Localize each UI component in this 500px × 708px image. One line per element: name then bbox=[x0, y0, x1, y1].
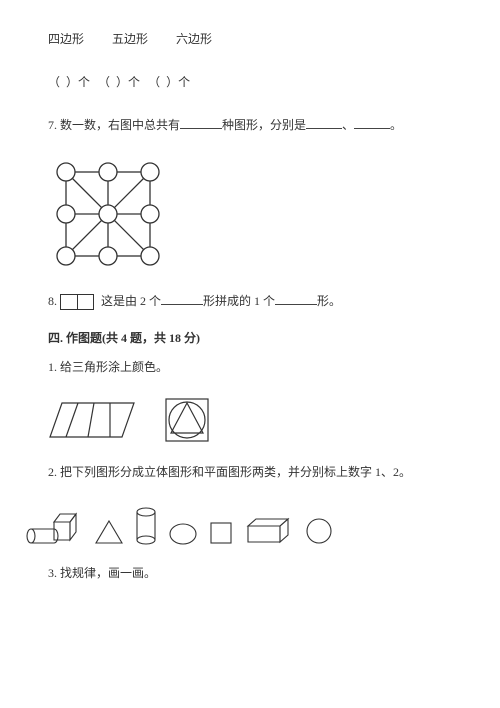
cuboid-icon bbox=[244, 516, 294, 546]
parallelogram-split-icon bbox=[48, 397, 138, 443]
q7-text: 7. 数一数，右图中总共有 种图形，分别是 、 。 bbox=[48, 116, 452, 135]
hdr-hexa: 六边形 bbox=[176, 30, 212, 49]
blank bbox=[354, 117, 390, 129]
s4q3-text: 3. 找规律，画一画。 bbox=[48, 564, 452, 583]
q8-mid1: 这是由 2 个 bbox=[101, 294, 161, 308]
q8-mid2: 形拼成的 1 个 bbox=[203, 294, 275, 308]
hdr-quad: 四边形 bbox=[48, 30, 84, 49]
cylinder-icon bbox=[134, 506, 158, 546]
blank bbox=[275, 293, 317, 305]
blank bbox=[180, 117, 222, 129]
q7-prefix: 7. 数一数，右图中总共有 bbox=[48, 118, 180, 132]
triangle-icon bbox=[94, 518, 124, 546]
square-icon bbox=[208, 520, 234, 546]
s4q2-text: 2. 把下列图形分成立体图形和平面图形两类，并分别标上数字 1、2。 bbox=[48, 463, 452, 482]
count-2: （ ）个 bbox=[98, 73, 140, 92]
hdr-penta: 五边形 bbox=[112, 30, 148, 49]
q8-text: 8. 这是由 2 个 形拼成的 1 个 形。 bbox=[48, 292, 452, 311]
count-3: （ ）个 bbox=[148, 73, 190, 92]
q7-mid: 种图形，分别是 bbox=[222, 118, 306, 132]
q7-sep: 、 bbox=[342, 118, 354, 132]
s4q2-figures bbox=[48, 500, 452, 546]
circle-icon bbox=[304, 516, 334, 546]
count-1: （ ）个 bbox=[48, 73, 90, 92]
two-square-rect-icon bbox=[60, 294, 94, 310]
q7-figure bbox=[48, 154, 452, 274]
q8-suffix: 形。 bbox=[317, 294, 341, 308]
q8-prefix: 8. bbox=[48, 294, 57, 308]
blank bbox=[306, 117, 342, 129]
square-circle-triangle-icon bbox=[162, 395, 212, 445]
q7-suffix: 。 bbox=[390, 118, 402, 132]
ellipse-icon bbox=[168, 522, 198, 546]
section4-title: 四. 作图题(共 4 题，共 18 分) bbox=[48, 329, 452, 348]
shape-headers: 四边形 五边形 六边形 bbox=[48, 30, 452, 49]
cylinder-lying-icon bbox=[24, 526, 60, 546]
counts-row: （ ）个 （ ）个 （ ）个 bbox=[48, 73, 452, 92]
grid-circles-diagram bbox=[48, 154, 168, 274]
blank bbox=[161, 293, 203, 305]
s4q1-figures bbox=[48, 395, 452, 445]
s4q1-text: 1. 给三角形涂上颜色。 bbox=[48, 358, 452, 377]
